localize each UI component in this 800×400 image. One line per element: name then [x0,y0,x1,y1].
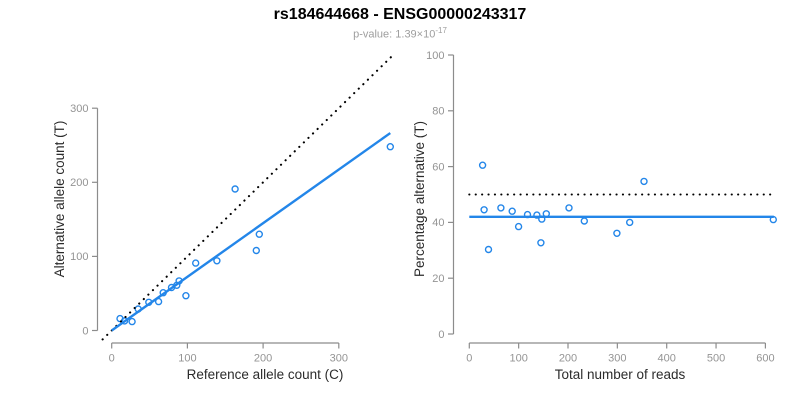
x-tick-label: 200 [254,353,272,365]
y-tick-label: 300 [70,103,88,115]
x-axis-title: Reference allele count (C) [187,367,344,382]
y-tick-label: 0 [438,329,444,341]
p-value-text: p-value: 1.39×10 [353,28,436,41]
data-point [480,206,488,214]
data-point [537,239,545,247]
data-point [213,257,221,265]
x-axis-title: Total number of reads [555,367,686,382]
y-tick-label: 60 [432,161,444,173]
x-tick-label: 400 [658,353,676,365]
data-point [514,222,523,231]
data-point [497,204,505,212]
y-tick-label: 100 [70,251,88,263]
reference-dotted-line [101,53,395,341]
fit-line [111,132,391,332]
y-axis-title: Percentage alternative (T) [412,121,427,277]
data-point [231,185,239,193]
y-axis-title: Alternative allele count (T) [52,121,67,278]
right-plot: 0 20 40 60 80 100 0 100 200 300 400 500 600 Total num… [412,50,777,382]
data-point [191,259,200,267]
data-point [484,245,493,254]
y-tick-label: 0 [82,325,88,337]
p-value-exponent: -17 [435,26,447,35]
x-tick-label: 500 [707,353,725,365]
data-point [255,230,263,238]
data-point [182,292,190,300]
x-tick-label: 0 [466,353,472,365]
x-tick-label: 200 [559,353,577,365]
data-point [478,161,487,169]
x-tick-label: 300 [608,353,626,365]
x-tick-label: 0 [109,353,115,365]
x-tick-label: 600 [756,353,774,365]
data-point [613,229,621,238]
data-point [386,142,394,151]
data-point [580,217,588,225]
data-point [626,218,634,227]
y-tick-label: 200 [70,177,88,189]
y-tick-label: 100 [426,50,444,62]
left-plot: 0 100 200 300 0 100 200 300 Reference allele cou… [52,53,395,382]
figure-subtitle: p-value: 1.39×10-17 [0,26,800,41]
x-tick-label: 100 [178,353,196,365]
data-point [252,246,260,255]
x-tick-label: 100 [509,353,527,365]
data-point [508,207,516,215]
data-point [128,317,136,326]
data-point [533,211,541,219]
y-tick-label: 80 [432,106,444,118]
x-tick-label: 300 [330,353,348,365]
data-points [478,161,777,254]
y-tick-label: 20 [432,273,444,285]
y-tick-label: 40 [432,217,444,229]
data-point [565,204,573,212]
data-point [640,177,648,186]
figure-title: rs184644668 - ENSG00000243317 [273,6,527,23]
